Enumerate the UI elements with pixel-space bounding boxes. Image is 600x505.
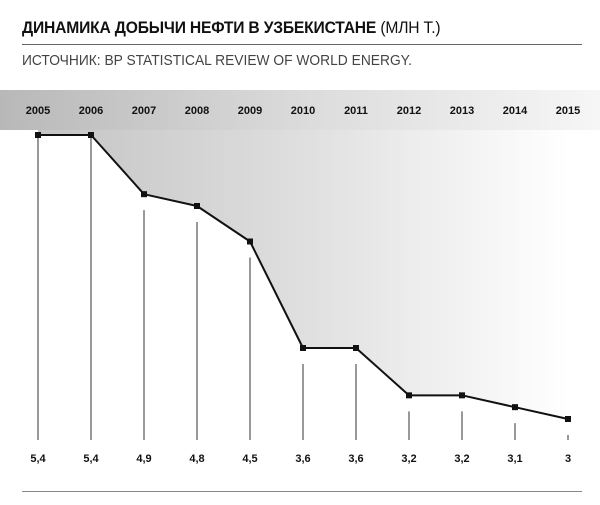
data-point-2013: [459, 392, 465, 399]
data-point-2006: [88, 132, 94, 138]
year-label-2013: 2013: [450, 105, 474, 117]
points-group: [35, 132, 571, 422]
value-label-2014: 3,1: [507, 453, 522, 465]
data-point-2008: [194, 203, 200, 209]
chart-source: ИСТОЧНИК: BP STATISTICAL REVIEW OF WORLD…: [22, 52, 412, 69]
value-label-2011: 3,6: [348, 453, 363, 465]
data-point-2012: [406, 392, 412, 399]
data-point-2005: [35, 132, 41, 138]
value-label-2007: 4,9: [136, 453, 151, 465]
year-label-2010: 2010: [291, 105, 315, 117]
year-label-2006: 2006: [79, 105, 103, 117]
bottom-divider: [22, 491, 582, 492]
stems-group: [37, 135, 569, 440]
data-point-2007: [141, 191, 147, 198]
chart-title-main: ДИНАМИКА ДОБЫЧИ НЕФТИ В УЗБЕКИСТАНЕ: [22, 18, 377, 37]
data-point-2014: [512, 404, 518, 411]
top-divider: [22, 44, 582, 45]
value-label-2013: 3,2: [454, 453, 469, 465]
year-label-2015: 2015: [556, 105, 580, 117]
chart-title-unit: (МЛН Т.): [380, 18, 441, 37]
year-label-2007: 2007: [132, 105, 156, 117]
year-label-2012: 2012: [397, 105, 421, 117]
value-label-2015: 3: [565, 453, 571, 465]
year-label-2008: 2008: [185, 105, 209, 117]
value-labels-group: 5,4 5,4 4,9 4,8 4,5 3,6 3,6 3,2 3,2 3,1 3: [30, 453, 571, 465]
year-band: [0, 90, 600, 130]
data-point-2009: [247, 238, 253, 245]
area-fill: [38, 130, 568, 419]
value-label-2012: 3,2: [401, 453, 416, 465]
data-point-2015: [565, 416, 571, 422]
chart-title: ДИНАМИКА ДОБЫЧИ НЕФТИ В УЗБЕКИСТАНЕ (МЛН…: [22, 18, 441, 38]
year-label-2014: 2014: [503, 105, 528, 117]
value-label-2010: 3,6: [295, 453, 310, 465]
year-label-2011: 2011: [344, 105, 368, 117]
data-point-2011: [353, 345, 359, 351]
year-label-2005: 2005: [26, 105, 50, 117]
value-label-2009: 4,5: [242, 453, 257, 465]
value-label-2008: 4,8: [189, 453, 204, 465]
year-label-2009: 2009: [238, 105, 262, 117]
value-label-2006: 5,4: [83, 453, 99, 465]
value-label-2005: 5,4: [30, 453, 46, 465]
year-labels-group: 2005 2006 2007 2008 2009 2010 2011 2012 2013 2014…: [26, 105, 580, 117]
data-point-2010: [300, 345, 306, 351]
